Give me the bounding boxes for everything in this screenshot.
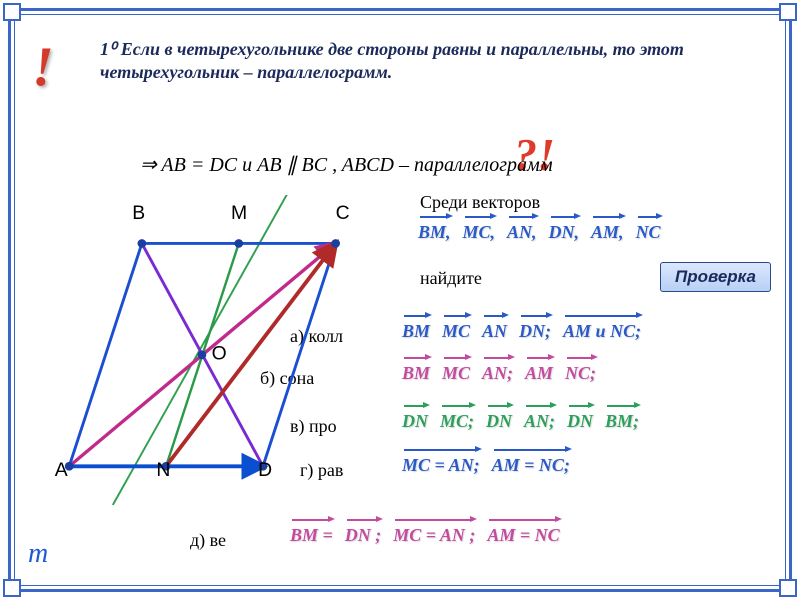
formula-line: ⇒ AB = DC и AB ∥ BC , ABCD – параллелогр… — [140, 152, 553, 177]
parallelogram-diagram: A B C D M N O — [30, 195, 370, 505]
formula-tail: , ABCD – параллелограмм — [332, 154, 552, 176]
svg-text:D: D — [258, 459, 272, 481]
prompt-find: найдите — [420, 268, 482, 289]
answer-b: BMMCAN;AMNC; — [402, 363, 608, 384]
svg-text:M: M — [231, 202, 247, 224]
exclamation-icon: ! — [32, 35, 54, 99]
implies-arrow: ⇒ — [140, 154, 157, 176]
m-line-label: m — [28, 538, 48, 570]
answer-e: BM =DN ;MC = AN ;AM = NC — [290, 525, 572, 546]
corner-bl — [3, 579, 21, 597]
corner-tl — [3, 3, 21, 21]
corner-tr — [779, 3, 797, 21]
check-button[interactable]: Проверка — [660, 262, 771, 292]
formula-body: AB = DC и AB ∥ BC — [161, 154, 327, 176]
svg-text:A: A — [55, 459, 68, 481]
row-e-label: д) ве — [190, 530, 226, 551]
svg-text:O: O — [212, 343, 227, 365]
theorem-text: 1⁰ Если в четырехугольнике две стороны р… — [100, 38, 760, 83]
prompt-among-vectors: Среди векторов — [420, 192, 540, 213]
answer-d: MC = AN;AM = NC; — [402, 455, 582, 476]
svg-text:B: B — [132, 202, 145, 224]
corner-br — [779, 579, 797, 597]
answer-c: DNMC;DNAN;DNBM; — [402, 411, 651, 432]
svg-text:C: C — [336, 202, 350, 224]
answer-a: BMMCANDN;AM и NC; — [402, 321, 653, 342]
svg-text:N: N — [156, 459, 170, 481]
vector-list-main: BM,MC,AN,DN,AM,NC — [418, 222, 673, 243]
